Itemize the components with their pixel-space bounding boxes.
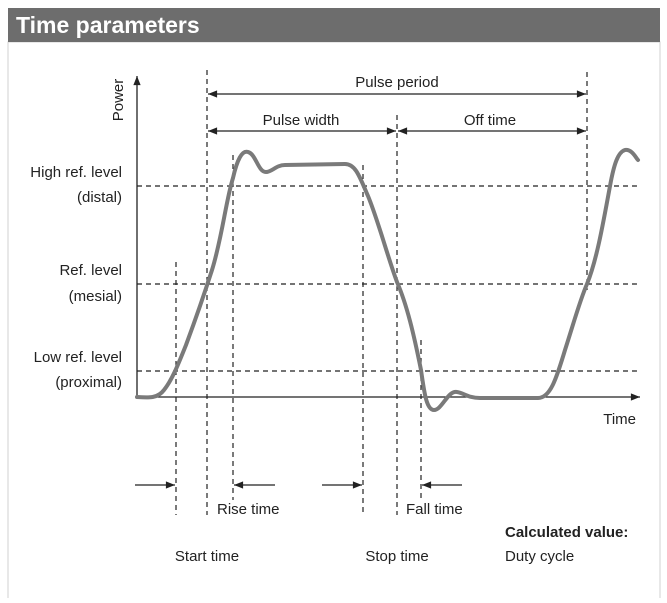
calculated-value: Duty cycle: [505, 548, 574, 565]
level-label: High ref. level: [30, 164, 122, 181]
waveform: [135, 147, 640, 413]
level-label: Low ref. level: [34, 349, 122, 366]
level-label: (proximal): [55, 374, 122, 391]
header-title: Time parameters: [16, 12, 200, 38]
interval-label: Fall time: [406, 501, 463, 518]
event-label: Stop time: [365, 548, 428, 565]
x-axis-label: Time: [603, 411, 636, 428]
interval-label: Pulse period: [355, 74, 438, 91]
header-bar: [8, 8, 660, 42]
level-label: (distal): [77, 189, 122, 206]
y-axis-label: Power: [110, 79, 127, 122]
level-label: Ref. level: [59, 262, 122, 279]
interval-label: Rise time: [217, 501, 280, 518]
interval-label: Off time: [464, 112, 516, 129]
calculated-heading: Calculated value:: [505, 524, 628, 541]
level-label: (mesial): [69, 288, 122, 305]
event-label: Start time: [175, 548, 239, 565]
interval-label: Pulse width: [263, 112, 340, 129]
